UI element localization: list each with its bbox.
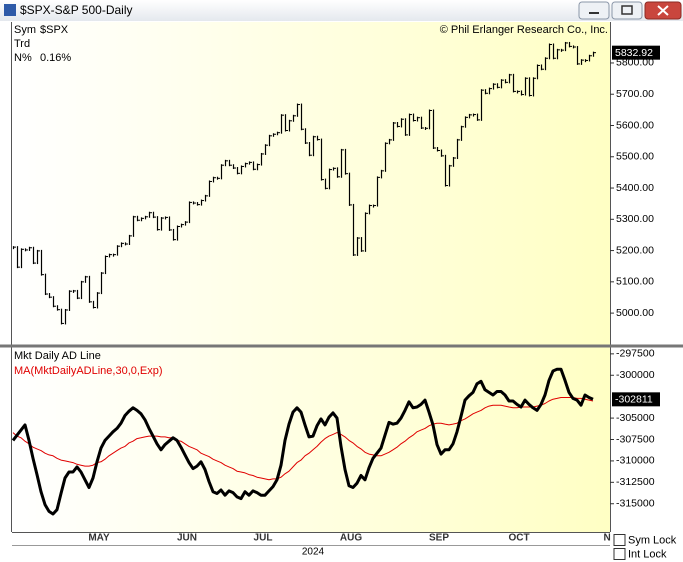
checkbox-bg xyxy=(611,547,683,561)
x-tick-label: JUN xyxy=(177,533,197,544)
lock-controls: Sym Lock Int Lock xyxy=(611,533,683,561)
price-bars xyxy=(12,41,596,325)
sym-value: $SPX xyxy=(40,24,69,36)
legend-entry: MA(MktDailyADLine,30,0,Exp) xyxy=(14,365,163,377)
minimize-button[interactable] xyxy=(578,1,610,20)
y-tick-label: 5300.00 xyxy=(616,213,654,225)
x-tick-label: MAY xyxy=(88,533,110,544)
last-value-label: -302811 xyxy=(615,394,653,406)
copyright: © Phil Erlanger Research Co., Inc. xyxy=(440,24,608,36)
series-line xyxy=(12,367,594,516)
y-tick-label: 5600.00 xyxy=(616,119,654,131)
checkbox-bg xyxy=(611,533,683,547)
y-tick-label: -305000 xyxy=(616,412,655,424)
checkbox[interactable] xyxy=(613,534,626,546)
last-value-label: 5832.92 xyxy=(615,47,653,59)
indicator-panel xyxy=(12,347,610,532)
y-tick-label: 5400.00 xyxy=(616,182,654,194)
y-tick-label: -312500 xyxy=(616,476,655,488)
year-label: 2024 xyxy=(302,547,325,558)
close-icon xyxy=(657,5,669,16)
app-icon xyxy=(4,4,16,16)
last-value-box xyxy=(612,45,660,60)
sym-label: Sym xyxy=(14,24,36,36)
y-tick-label: 5100.00 xyxy=(616,276,654,288)
y-tick-label: 5000.00 xyxy=(616,307,654,319)
checkbox-label: Sym Lock xyxy=(628,534,677,546)
y-tick-label: -315000 xyxy=(616,498,655,510)
y-tick-label: -300000 xyxy=(616,369,655,381)
trd-label: Trd xyxy=(14,38,30,50)
n-label: N% xyxy=(14,52,32,64)
y-tick-label: -307500 xyxy=(616,433,655,445)
price-panel xyxy=(12,22,610,345)
legend-entry: Mkt Daily AD Line xyxy=(14,350,101,362)
y-tick-label: 5500.00 xyxy=(616,151,654,163)
n-value: 0.16% xyxy=(40,52,71,64)
x-tick-label: JUL xyxy=(254,533,273,544)
x-tick-label: SEP xyxy=(429,533,449,544)
x-tick-label: OCT xyxy=(508,533,529,544)
last-value-box xyxy=(612,392,660,407)
window-title: $SPX-S&P 500-Daily xyxy=(20,3,133,17)
y-tick-label: 5200.00 xyxy=(616,244,654,256)
y-tick-label: 5800.00 xyxy=(616,57,654,69)
title-bar xyxy=(0,0,683,21)
indicator-lines xyxy=(12,367,594,516)
y-tick-label: 5700.00 xyxy=(616,88,654,100)
checkbox-label: Int Lock xyxy=(628,548,667,560)
maximize-button[interactable] xyxy=(611,1,643,20)
x-tick-label: AUG xyxy=(340,533,362,544)
series-line xyxy=(12,397,594,481)
maximize-icon xyxy=(621,5,633,15)
panel-divider xyxy=(0,344,683,348)
axes: MAYJUNJULAUGSEPOCTNO5000.005100.005200.0… xyxy=(88,45,660,544)
y-tick-label: -297500 xyxy=(616,348,655,360)
checkbox[interactable] xyxy=(613,548,626,560)
y-tick-label: -310000 xyxy=(616,455,655,467)
